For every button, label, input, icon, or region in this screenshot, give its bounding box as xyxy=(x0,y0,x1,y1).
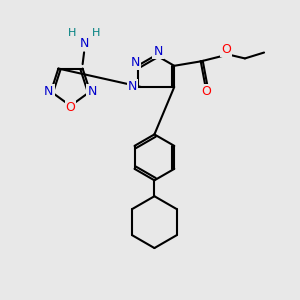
Text: N: N xyxy=(88,85,97,98)
Text: O: O xyxy=(66,101,75,114)
Text: N: N xyxy=(44,85,53,98)
Text: N: N xyxy=(153,45,163,58)
Text: O: O xyxy=(202,85,212,98)
Text: H: H xyxy=(68,28,76,38)
Text: H: H xyxy=(92,28,100,38)
Text: N: N xyxy=(128,80,137,94)
Text: N: N xyxy=(131,56,140,69)
Text: O: O xyxy=(221,43,231,56)
Text: N: N xyxy=(80,37,89,50)
